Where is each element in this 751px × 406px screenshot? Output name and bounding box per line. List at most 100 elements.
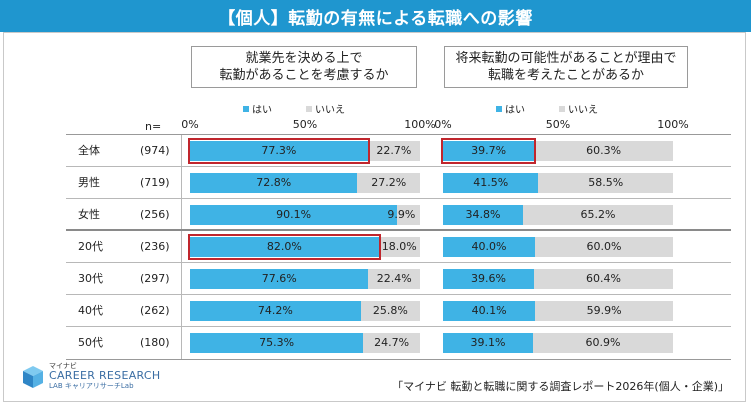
bar-panel-1: 72.8% 27.2% [190,173,420,193]
bar-yes: 74.2% [190,301,361,321]
bar-no: 9.9% [387,205,420,225]
row-n-value: (297) [140,272,170,285]
logo-sub-text: LAB キャリアリサーチLab [49,382,134,390]
table-row: 30代 (297) 77.6% 22.4% 39.6% 60.4% [66,263,731,295]
logo-main-text: CAREER RESEARCH [49,369,161,382]
bar-label-no: 18.0% [381,240,417,253]
bar-yes: 72.8% [190,173,358,193]
bar-label-yes: 77.3% [261,144,297,157]
bar-label-yes: 90.1% [276,208,312,221]
bar-no: 60.3% [534,141,673,161]
bar-panel-1: 74.2% 25.8% [190,301,420,321]
bar-panel-1: 77.3% 22.7% [190,141,420,161]
table-row: 50代 (180) 75.3% 24.7% 39.1% 60.9% [66,327,731,359]
bar-no: 59.9% [535,301,673,321]
source-note: 「マイナビ 転勤と転職に関する調査レポート2026年(個人・企業)」 [392,380,729,393]
bar-label-no: 22.4% [376,272,412,285]
bar-yes: 39.6% [443,269,535,289]
logo: マイナビ CAREER RESEARCH LAB キャリアリサーチLab [22,362,161,391]
bar-no: 22.7% [367,141,420,161]
column-divider [181,135,182,359]
bar-panel-2: 41.5% 58.5% [443,173,673,193]
bar-label-no: 60.0% [586,240,622,253]
legend-swatch-no [559,105,565,112]
row-label: 女性 [78,208,100,221]
bar-label-no: 25.8% [372,304,408,317]
bar-yes: 40.0% [443,237,535,257]
bar-panel-1: 75.3% 24.7% [190,333,420,353]
chart-frame [3,32,746,402]
bar-no: 18.0% [378,237,420,257]
table-row: 40代 (262) 74.2% 25.8% 40.1% 59.9% [66,295,731,327]
bar-label-yes: 75.3% [259,336,295,349]
bar-yes: 82.0% [190,237,379,257]
question-2-line-1: 将来転勤の可能性があることが理由で [455,51,677,66]
bar-no: 22.4% [368,269,420,289]
bar-label-no: 60.4% [586,272,622,285]
bar-label-no: 65.2% [580,208,616,221]
bar-no: 27.2% [357,173,420,193]
row-label: 40代 [78,304,103,317]
table-row: 全体 (974) 77.3% 22.7% 39.7% 60.3% [66,135,731,167]
bar-label-yes: 39.6% [471,272,507,285]
axis-tick-p2-0: 0% [434,118,452,131]
bar-label-yes: 74.2% [257,304,293,317]
bar-panel-2: 34.8% 65.2% [443,205,673,225]
bar-yes: 75.3% [190,333,364,353]
bar-yes: 77.3% [190,141,368,161]
logo-cube-icon [23,365,43,388]
row-n-value: (256) [140,208,170,221]
chart-table: 全体 (974) 77.3% 22.7% 39.7% 60.3% 男性 (719) 72.8% 2… [66,134,731,360]
bar-yes: 90.1% [190,205,398,225]
legend-swatch-yes [496,105,502,112]
bar-panel-1: 90.1% 9.9% [190,205,420,225]
chart-title: 【個人】転勤の有無による転職への影響 [0,0,751,32]
row-label: 20代 [78,240,103,253]
question-2-line-2: 転職を考えたことがあるか [487,68,644,83]
bar-label-yes: 39.7% [471,144,507,157]
table-row: 男性 (719) 72.8% 27.2% 41.5% 58.5% [66,167,731,199]
bar-yes: 77.6% [190,269,369,289]
bar-no: 58.5% [538,173,673,193]
bar-panel-2: 39.6% 60.4% [443,269,673,289]
legend-2: はい いいえ [496,101,632,116]
bar-yes: 39.1% [443,333,533,353]
axis-tick-p2-1: 50% [545,118,571,131]
bar-yes: 34.8% [443,205,524,225]
highlight-box [188,234,381,260]
table-row: 女性 (256) 90.1% 9.9% 34.8% 65.2% [66,199,731,231]
axis-tick-p1-0: 0% [181,118,199,131]
row-label: 50代 [78,336,103,349]
legend-item-yes: はい [243,101,272,116]
legend-1: はい いいえ [243,101,379,116]
bar-label-yes: 40.0% [471,240,507,253]
question-box-1: 就業先を決める上で 転勤があることを考慮するか [191,46,417,88]
legend-label-no: いいえ [568,105,598,116]
bar-no: 65.2% [523,205,673,225]
bar-label-no: 60.9% [585,336,621,349]
bar-label-no: 58.5% [588,176,624,189]
bar-no: 24.7% [363,333,420,353]
table-row: 20代 (236) 82.0% 18.0% 40.0% 60.0% [66,231,731,263]
bar-yes: 40.1% [443,301,536,321]
legend-item-no: いいえ [306,101,345,116]
bar-no: 60.4% [534,269,673,289]
legend-label-yes: はい [252,105,272,116]
bar-yes: 39.7% [443,141,535,161]
row-n-value: (974) [140,144,170,157]
bar-label-no: 59.9% [586,304,622,317]
bar-label-no: 24.7% [374,336,410,349]
bar-panel-2: 40.0% 60.0% [443,237,673,257]
bar-label-yes: 41.5% [473,176,509,189]
question-1-line-1: 就業先を決める上で [245,51,363,66]
bar-no: 60.9% [532,333,673,353]
bar-panel-1: 82.0% 18.0% [190,237,420,257]
bar-yes: 41.5% [443,173,539,193]
bar-panel-2: 40.1% 59.9% [443,301,673,321]
bar-label-no: 22.7% [376,144,412,157]
highlight-box [441,138,537,164]
bar-panel-2: 39.7% 60.3% [443,141,673,161]
row-n-value: (180) [140,336,170,349]
legend-swatch-no [306,105,312,112]
legend-item-yes: はい [496,101,525,116]
